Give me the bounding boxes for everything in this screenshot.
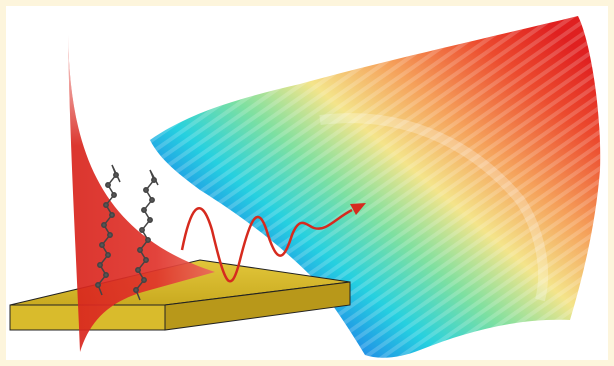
illustration <box>0 0 614 366</box>
